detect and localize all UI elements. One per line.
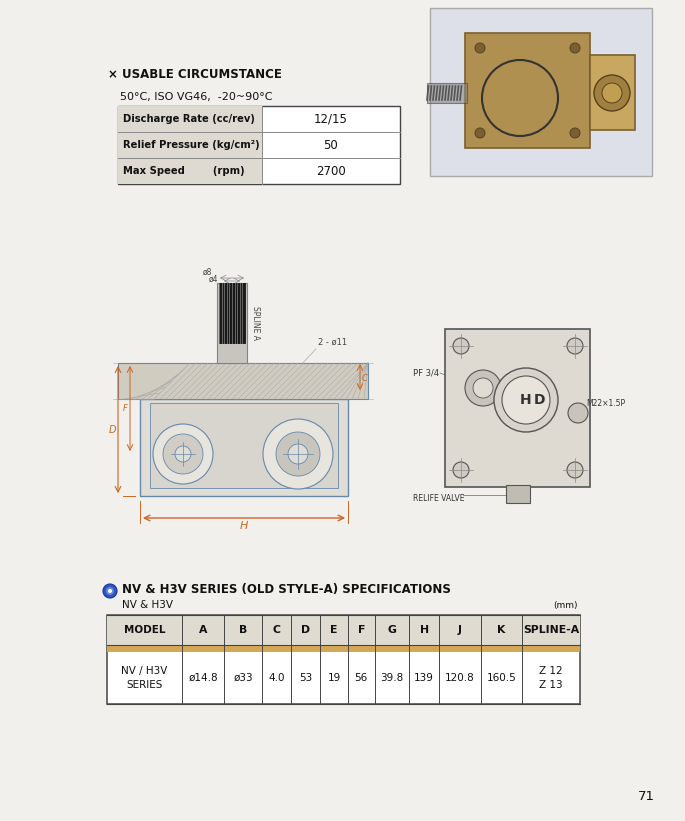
Text: 53: 53 bbox=[299, 673, 312, 683]
Text: ø4: ø4 bbox=[209, 275, 219, 284]
Text: NV & H3V: NV & H3V bbox=[122, 600, 173, 610]
Circle shape bbox=[502, 376, 550, 424]
Circle shape bbox=[106, 587, 114, 595]
Bar bbox=[107, 615, 580, 704]
Circle shape bbox=[108, 589, 112, 593]
Text: D: D bbox=[301, 625, 310, 635]
Text: MODEL: MODEL bbox=[124, 625, 165, 635]
Text: Relief Pressure (kg/cm²): Relief Pressure (kg/cm²) bbox=[123, 140, 260, 150]
Text: 39.8: 39.8 bbox=[381, 673, 403, 683]
Text: 4.0: 4.0 bbox=[269, 673, 285, 683]
Circle shape bbox=[153, 424, 213, 484]
Text: G: G bbox=[388, 625, 397, 635]
Text: C: C bbox=[362, 374, 368, 383]
Text: D: D bbox=[534, 393, 545, 407]
Bar bbox=[217, 283, 247, 363]
Text: SPLINE A: SPLINE A bbox=[251, 306, 260, 340]
Bar bbox=[118, 363, 368, 399]
Bar bbox=[118, 106, 262, 184]
Text: ø14.8: ø14.8 bbox=[188, 673, 218, 683]
Circle shape bbox=[494, 368, 558, 432]
Text: (mm): (mm) bbox=[553, 600, 578, 609]
Circle shape bbox=[568, 403, 588, 423]
Text: NV & H3V SERIES (OLD STYLE-A) SPECIFICATIONS: NV & H3V SERIES (OLD STYLE-A) SPECIFICAT… bbox=[122, 583, 451, 595]
Circle shape bbox=[475, 128, 485, 138]
Text: A: A bbox=[199, 625, 208, 635]
Bar bbox=[107, 645, 580, 652]
Bar bbox=[150, 403, 338, 488]
Circle shape bbox=[453, 462, 469, 478]
Text: H: H bbox=[520, 393, 532, 407]
Text: ø33: ø33 bbox=[233, 673, 253, 683]
Text: K: K bbox=[497, 625, 506, 635]
Text: 160.5: 160.5 bbox=[486, 673, 516, 683]
Text: 71: 71 bbox=[638, 790, 655, 803]
Text: 2 - ø11: 2 - ø11 bbox=[318, 338, 347, 347]
Circle shape bbox=[453, 338, 469, 354]
Bar bbox=[107, 615, 580, 645]
Text: 56: 56 bbox=[355, 673, 368, 683]
Text: Discharge Rate (cc/rev): Discharge Rate (cc/rev) bbox=[123, 114, 255, 124]
Circle shape bbox=[288, 444, 308, 464]
Text: M22×1.5P: M22×1.5P bbox=[586, 398, 625, 407]
Text: H: H bbox=[240, 521, 248, 531]
Text: 50°C, ISO VG46,  -20~90°C: 50°C, ISO VG46, -20~90°C bbox=[120, 92, 273, 102]
Text: × USABLE CIRCUMSTANCE: × USABLE CIRCUMSTANCE bbox=[108, 68, 282, 81]
Circle shape bbox=[163, 434, 203, 474]
Text: C: C bbox=[273, 625, 281, 635]
Circle shape bbox=[103, 584, 117, 598]
Text: B: B bbox=[239, 625, 247, 635]
Text: J: J bbox=[458, 625, 462, 635]
Text: Max Speed        (rpm): Max Speed (rpm) bbox=[123, 166, 245, 176]
Bar bbox=[506, 485, 530, 503]
Circle shape bbox=[175, 446, 191, 462]
Text: E: E bbox=[330, 625, 338, 635]
Text: 50: 50 bbox=[323, 139, 338, 152]
Text: 12/15: 12/15 bbox=[314, 112, 348, 126]
Circle shape bbox=[475, 43, 485, 53]
Bar bbox=[118, 106, 400, 184]
Text: NV / H3V
SERIES: NV / H3V SERIES bbox=[121, 666, 168, 690]
Text: 139: 139 bbox=[414, 673, 434, 683]
Text: PF 3/4: PF 3/4 bbox=[413, 369, 439, 378]
Text: F: F bbox=[358, 625, 365, 635]
Bar bbox=[445, 329, 590, 487]
Text: D: D bbox=[108, 424, 116, 434]
Circle shape bbox=[570, 43, 580, 53]
Text: 2700: 2700 bbox=[316, 164, 346, 177]
Circle shape bbox=[263, 419, 333, 489]
Circle shape bbox=[567, 462, 583, 478]
Circle shape bbox=[570, 128, 580, 138]
Circle shape bbox=[567, 338, 583, 354]
Circle shape bbox=[602, 83, 622, 103]
Circle shape bbox=[594, 75, 630, 111]
Text: RELIFE VALVE: RELIFE VALVE bbox=[413, 493, 464, 502]
Text: H: H bbox=[419, 625, 429, 635]
Text: 120.8: 120.8 bbox=[445, 673, 475, 683]
Bar bbox=[465, 33, 590, 148]
Text: F: F bbox=[123, 404, 128, 413]
Circle shape bbox=[465, 370, 501, 406]
Text: SPLINE-A: SPLINE-A bbox=[523, 625, 580, 635]
Bar bbox=[590, 55, 635, 130]
Bar bbox=[140, 399, 348, 496]
Bar bbox=[219, 283, 245, 343]
Text: 19: 19 bbox=[327, 673, 340, 683]
Bar bbox=[427, 83, 467, 103]
Circle shape bbox=[276, 432, 320, 476]
Bar bbox=[430, 8, 652, 176]
Text: ø8: ø8 bbox=[202, 268, 212, 277]
Circle shape bbox=[473, 378, 493, 398]
Text: Z 12
Z 13: Z 12 Z 13 bbox=[539, 666, 563, 690]
